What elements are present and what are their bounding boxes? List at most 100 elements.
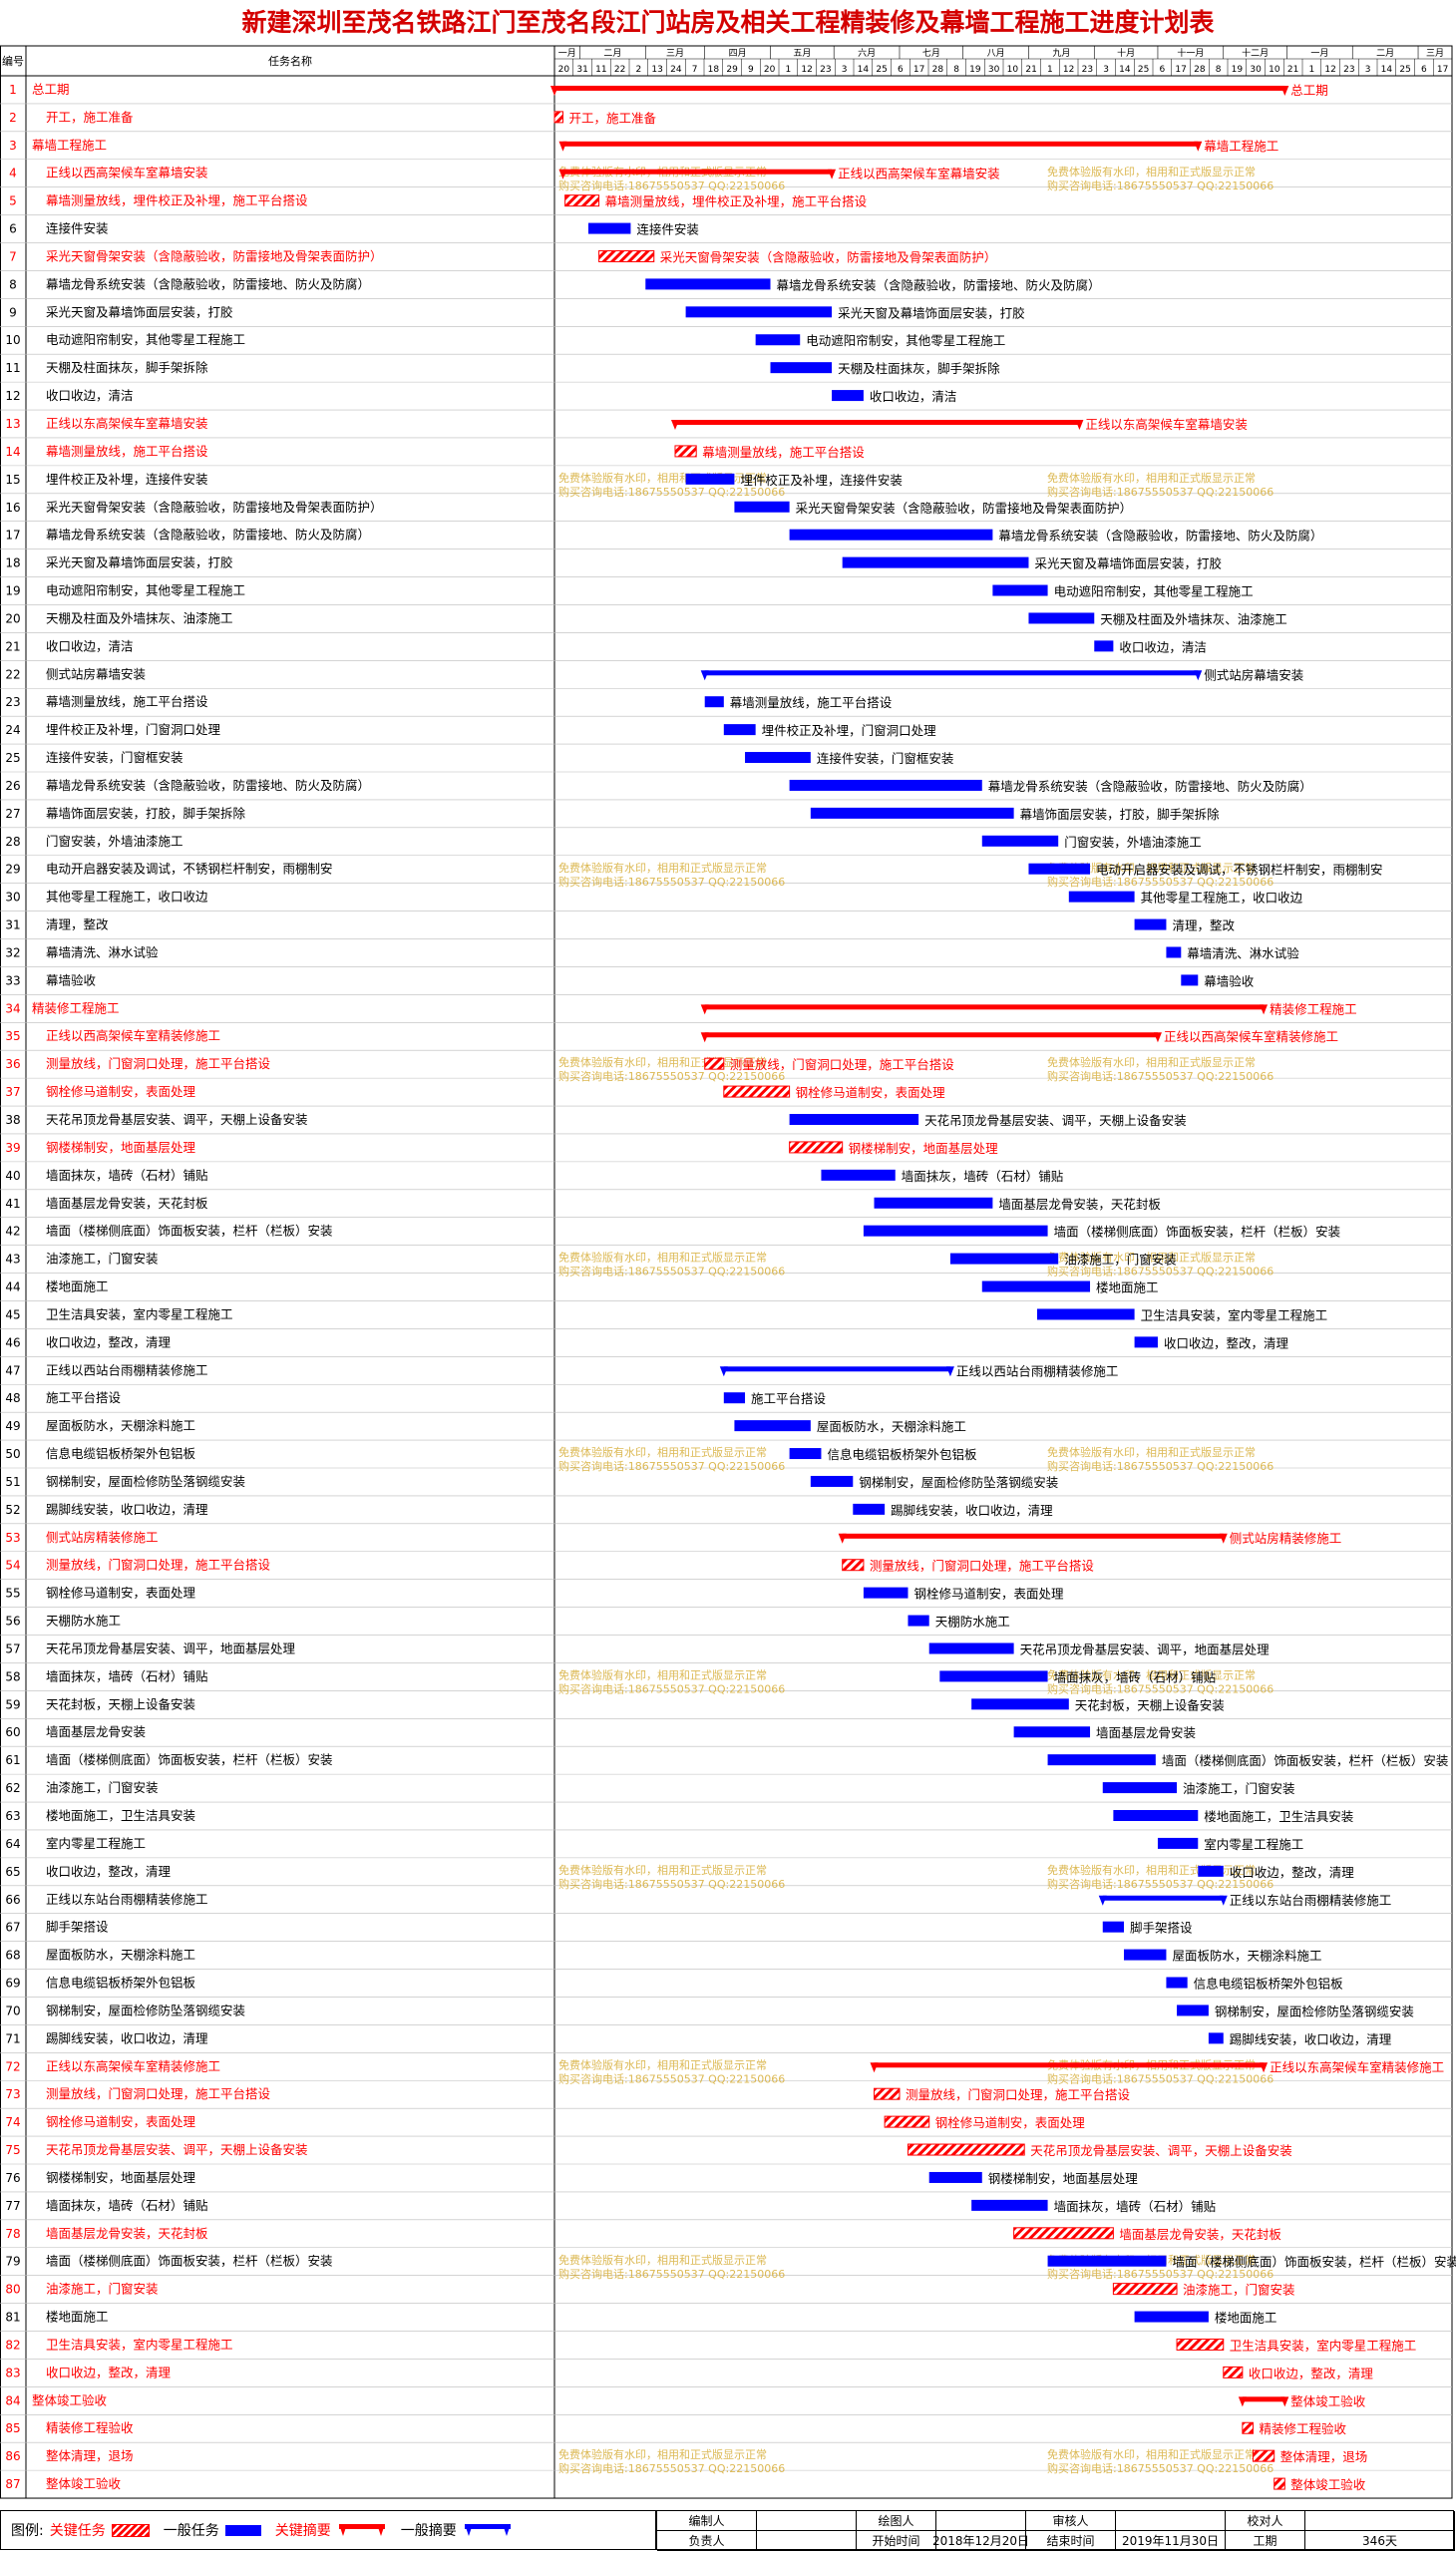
task-name: 埋件校正及补埋，连接件安装 (46, 472, 208, 487)
task-name: 信息电缆铝板桥架外包铝板 (46, 1976, 196, 1991)
task-name: 钢栓修马道制安，表面处理 (46, 1084, 196, 1099)
bar-label: 室内零星工程施工 (1204, 1837, 1303, 1852)
month-label: 一月 (558, 48, 576, 59)
bar-label: 墙面（楼梯侧底面）饰面板安装，栏杆（栏板）安装 (1054, 1225, 1341, 1240)
task-name: 测量放线，门窗洞口处理，施工平台搭设 (46, 1056, 271, 1071)
task-name: 油漆施工，门窗安装 (46, 1780, 159, 1795)
month-label: 三月 (666, 48, 684, 59)
bar-label: 清理，整改 (1172, 918, 1235, 933)
watermark-line1: 免费体验版有水印，相用和正式版显示正常 (1047, 2447, 1256, 2461)
task-bar (1134, 2311, 1209, 2323)
summary-end-marker (1280, 85, 1289, 96)
summary-bar (704, 670, 1199, 676)
watermark-line1: 免费体验版有水印，相用和正式版显示正常 (558, 471, 767, 485)
task-bar (842, 1559, 865, 1572)
task-bar (1102, 1782, 1178, 1794)
task-name: 收口收边，清洁 (46, 388, 134, 403)
task-bar (1166, 1977, 1188, 1989)
bar-label: 正线以西高架候车室幕墙安装 (838, 167, 1000, 182)
summary-end-marker (1075, 420, 1084, 430)
summary-start-marker (700, 670, 709, 681)
tick-label: 24 (670, 65, 682, 75)
watermark-line1: 免费体验版有水印，相用和正式版显示正常 (1047, 165, 1256, 179)
tick-label: 8 (1216, 65, 1222, 75)
task-bar (939, 1670, 1048, 1682)
task-id: 48 (5, 1391, 20, 1405)
task-bar (1094, 640, 1114, 652)
month-label: 八月 (987, 48, 1005, 59)
bar-label: 精装修工程施工 (1270, 1001, 1357, 1016)
tick-label: 14 (1381, 65, 1393, 75)
task-name: 幕墙清洗、淋水试验 (46, 944, 159, 959)
tick-label: 25 (876, 65, 887, 75)
header-name: 任务名称 (268, 54, 312, 68)
task-id: 15 (5, 473, 20, 487)
summary-bar (704, 1032, 1158, 1038)
task-bar (928, 1642, 1014, 1654)
task-name: 卫生洁具安装，室内零星工程施工 (46, 2337, 233, 2352)
task-bar (821, 1169, 896, 1181)
tick-label: 10 (1269, 65, 1280, 75)
watermark-line2: 购买咨询电话:18675550537 QQ:22150066 (1047, 1459, 1274, 1473)
bar-label: 整体竣工验收 (1290, 2477, 1366, 2492)
task-name: 收口收边，清洁 (46, 638, 134, 653)
task-id: 20 (5, 611, 20, 625)
bar-label: 正线以东站台雨棚精装修施工 (1230, 1893, 1392, 1908)
task-id: 2 (9, 111, 17, 125)
watermark-line1: 免费体验版有水印，相用和正式版显示正常 (1047, 1251, 1256, 1265)
bar-label: 正线以西站台雨棚精装修施工 (956, 1363, 1119, 1378)
bar-label: 屋面板防水，天棚涂料施工 (817, 1419, 966, 1434)
task-id: 55 (5, 1587, 20, 1601)
task-bar (810, 1475, 854, 1487)
task-name: 天棚防水施工 (46, 1614, 121, 1629)
legend-normal-summary-label: 一般摘要 (400, 2523, 457, 2539)
tick-label: 28 (932, 65, 944, 75)
task-name: 电动遮阳帘制安，其他零星工程施工 (46, 583, 245, 598)
task-bar (645, 278, 771, 290)
task-id: 26 (5, 779, 20, 793)
watermark-line1: 免费体验版有水印，相用和正式版显示正常 (558, 2447, 767, 2461)
task-name: 楼地面施工 (46, 1279, 109, 1294)
watermark-line2: 购买咨询电话:18675550537 QQ:22150066 (558, 1877, 785, 1891)
bar-label: 正线以东高架候车室精装修施工 (1270, 2059, 1444, 2074)
task-id: 6 (9, 222, 17, 236)
watermark-line1: 免费体验版有水印，相用和正式版显示正常 (1047, 471, 1256, 485)
bar-label: 天花封板，天棚上设备安装 (1075, 1697, 1225, 1712)
task-id: 84 (5, 2393, 20, 2407)
bar-label: 采光天窗骨架安装（含隐蔽验收，防雷接地及骨架表面防护） (796, 501, 1133, 516)
summary-bar (562, 141, 1199, 147)
task-id: 74 (5, 2115, 20, 2129)
task-name: 连接件安装，门窗框安装 (46, 750, 183, 765)
bar-label: 幕墙龙骨系统安装（含隐蔽验收，防雷接地、防火及防腐） (777, 277, 1101, 292)
task-bar (981, 1280, 1091, 1292)
tick-label: 30 (1250, 65, 1262, 75)
task-name: 钢楼梯制安，地面基层处理 (46, 2170, 196, 2185)
bar-label: 钢栓修马道制安，表面处理 (796, 1085, 946, 1100)
task-bar (1177, 2005, 1209, 2016)
bar-label: 收口收边，整改，清理 (1164, 1335, 1289, 1350)
task-bar (598, 249, 655, 262)
task-bar (1112, 2283, 1178, 2296)
task-bar (789, 779, 982, 791)
compiler-value (757, 2511, 857, 2531)
bar-label: 测量放线，门窗洞口处理，施工平台搭设 (730, 1057, 955, 1072)
reviewer-label: 审核人 (1026, 2511, 1116, 2531)
draw-label: 绘图人 (857, 2511, 936, 2531)
task-name: 其他零星工程施工，收口收边 (46, 890, 208, 905)
task-id: 54 (5, 1559, 20, 1573)
task-bar (971, 2199, 1048, 2211)
task-bar (1013, 1726, 1091, 1738)
tick-label: 2 (636, 65, 642, 75)
task-id: 63 (5, 1809, 20, 1823)
tick-label: 3 (1365, 65, 1371, 75)
duration-value: 346天 (1305, 2531, 1455, 2551)
bar-label: 收口收边，清洁 (1119, 639, 1207, 654)
task-id: 12 (5, 389, 20, 403)
bar-label: 采光天窗骨架安装（含隐蔽验收，防雷接地及骨架表面防护） (660, 249, 997, 264)
start-label: 开始时间 (857, 2531, 936, 2551)
task-bar (1274, 2477, 1285, 2490)
task-id: 31 (5, 918, 20, 932)
tick-label: 3 (842, 65, 848, 75)
task-id: 38 (5, 1113, 20, 1127)
